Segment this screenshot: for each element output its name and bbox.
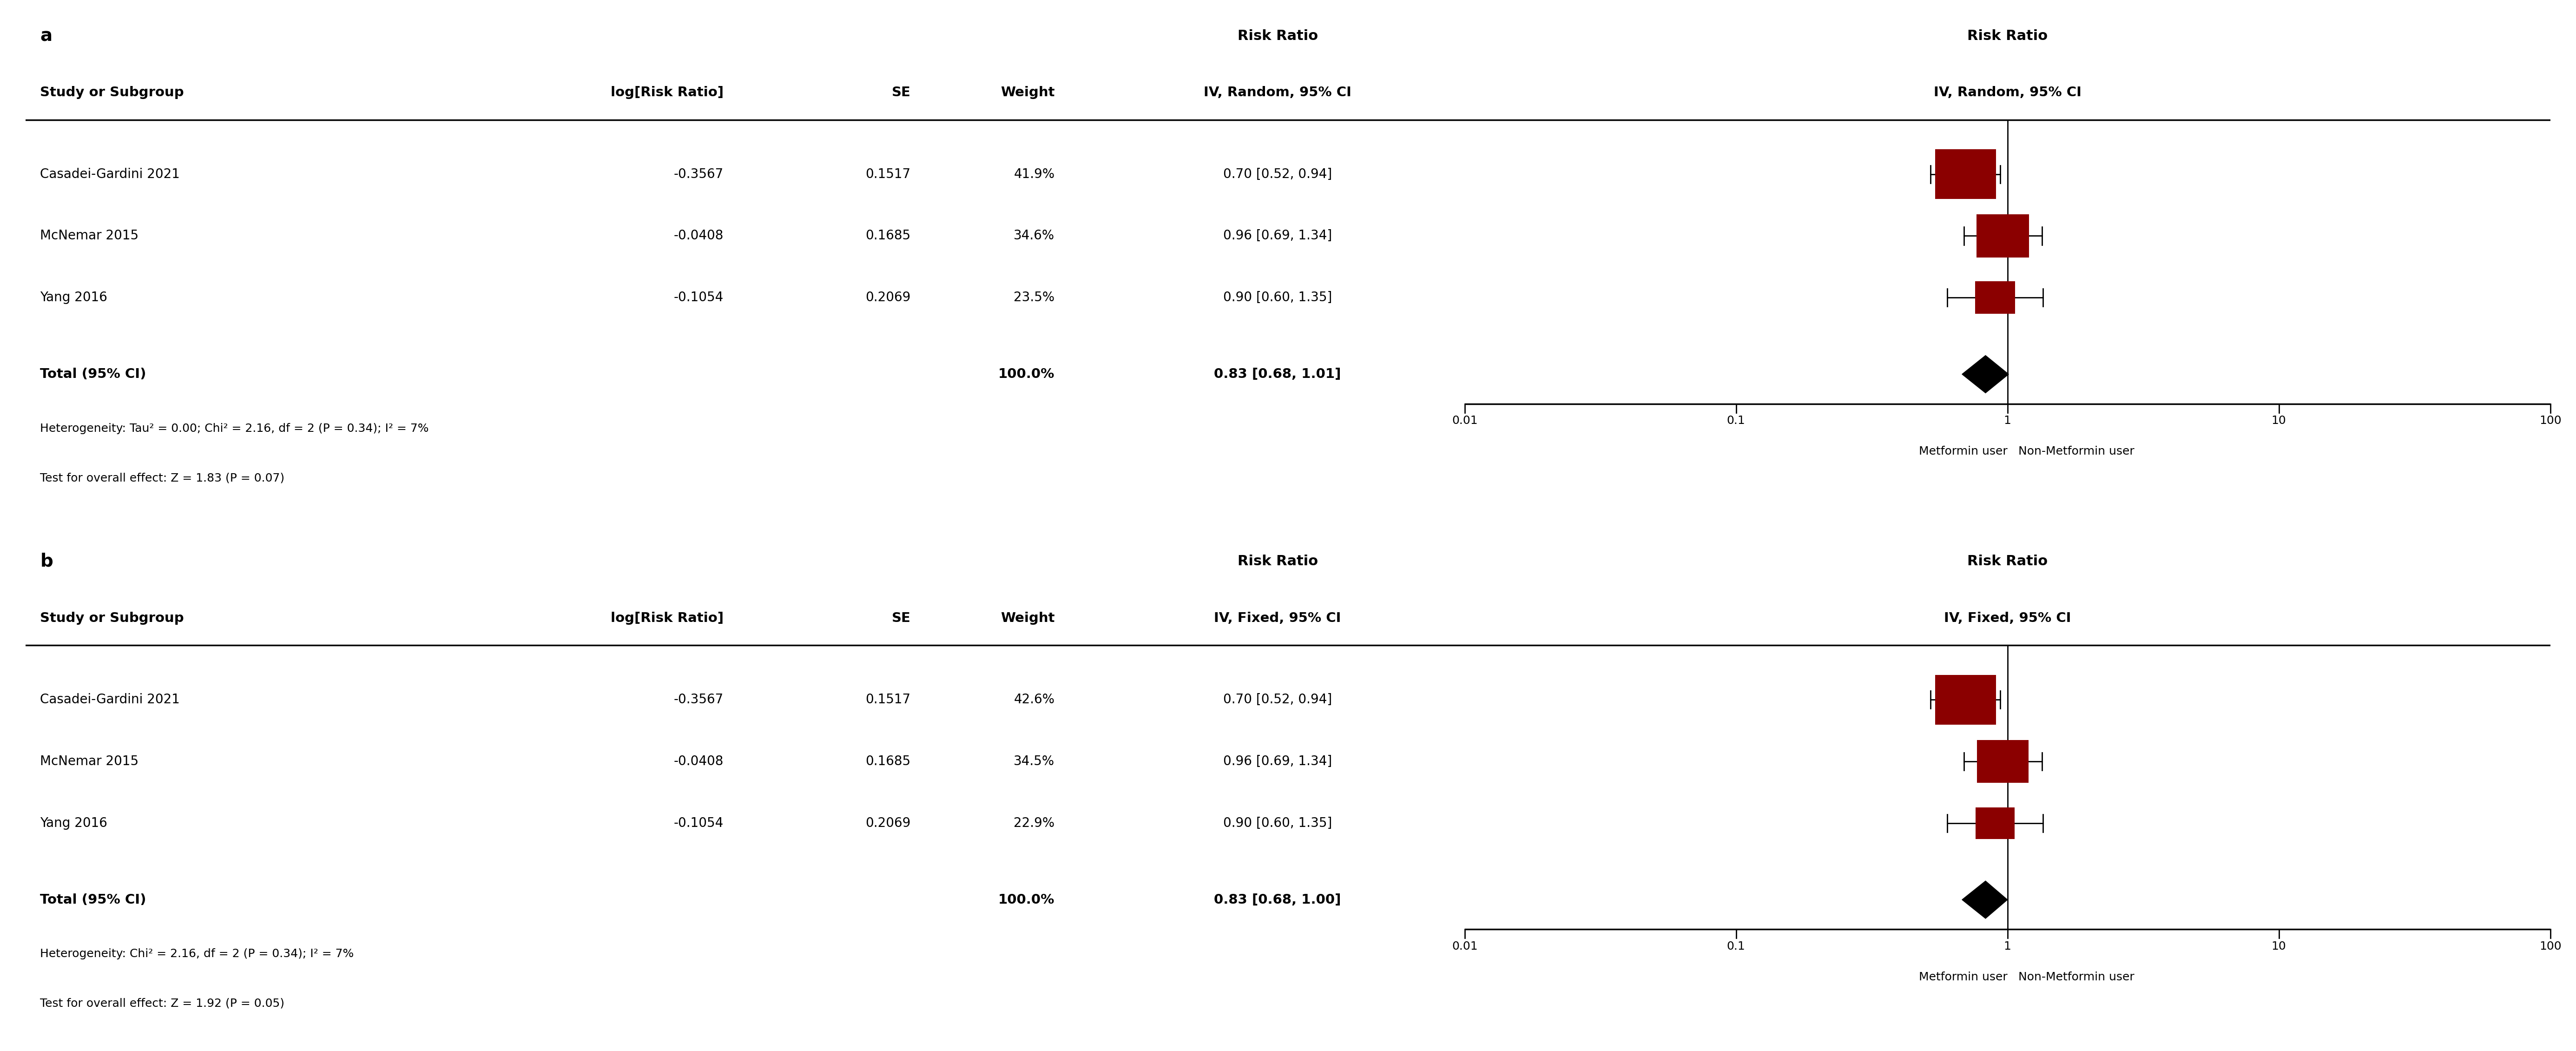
Text: 0.1: 0.1 — [1726, 941, 1747, 952]
Text: 22.9%: 22.9% — [1015, 817, 1054, 829]
Text: -0.0408: -0.0408 — [675, 229, 724, 243]
Text: Risk Ratio: Risk Ratio — [1236, 29, 1319, 43]
Text: 41.9%: 41.9% — [1015, 168, 1054, 181]
Text: Test for overall effect: Z = 1.83 (P = 0.07): Test for overall effect: Z = 1.83 (P = 0… — [41, 472, 286, 483]
Polygon shape — [1963, 881, 2007, 919]
Text: Risk Ratio: Risk Ratio — [1968, 29, 2048, 43]
Text: Casadei-Gardini 2021: Casadei-Gardini 2021 — [41, 694, 180, 706]
Text: 1: 1 — [2004, 415, 2012, 427]
Text: 0.1517: 0.1517 — [866, 694, 912, 706]
Text: 100: 100 — [2540, 415, 2561, 427]
Text: Risk Ratio: Risk Ratio — [1968, 555, 2048, 569]
Polygon shape — [1963, 355, 2009, 393]
Text: b: b — [41, 553, 54, 571]
Text: Risk Ratio: Risk Ratio — [1236, 555, 1319, 569]
Text: 0.90 [0.60, 1.35]: 0.90 [0.60, 1.35] — [1224, 817, 1332, 829]
Text: Metformin user: Metformin user — [1919, 971, 2007, 983]
Text: 0.1: 0.1 — [1726, 415, 1747, 427]
Text: 10: 10 — [2272, 415, 2287, 427]
Text: Study or Subgroup: Study or Subgroup — [41, 612, 183, 624]
Text: -0.1054: -0.1054 — [675, 291, 724, 304]
Text: Weight: Weight — [999, 86, 1054, 99]
Text: log[Risk Ratio]: log[Risk Ratio] — [611, 86, 724, 99]
Text: 0.01: 0.01 — [1453, 941, 1479, 952]
Text: Total (95% CI): Total (95% CI) — [41, 368, 147, 380]
FancyBboxPatch shape — [1935, 675, 1996, 724]
Text: Weight: Weight — [999, 612, 1054, 624]
Text: 0.83 [0.68, 1.00]: 0.83 [0.68, 1.00] — [1213, 893, 1342, 906]
Text: 34.5%: 34.5% — [1015, 755, 1054, 768]
Text: 0.96 [0.69, 1.34]: 0.96 [0.69, 1.34] — [1224, 229, 1332, 243]
Text: 100: 100 — [2540, 941, 2561, 952]
Text: a: a — [41, 27, 52, 45]
Text: 23.5%: 23.5% — [1015, 291, 1054, 304]
Text: 0.83 [0.68, 1.01]: 0.83 [0.68, 1.01] — [1213, 368, 1342, 380]
Text: -0.3567: -0.3567 — [675, 694, 724, 706]
FancyBboxPatch shape — [1935, 149, 1996, 199]
Text: Non-Metformin user: Non-Metformin user — [2020, 971, 2136, 983]
Text: 0.2069: 0.2069 — [866, 817, 912, 829]
Text: 34.6%: 34.6% — [1015, 229, 1054, 243]
FancyBboxPatch shape — [1976, 807, 2014, 839]
Text: McNemar 2015: McNemar 2015 — [41, 755, 139, 768]
Text: SE: SE — [891, 612, 912, 624]
Text: Total (95% CI): Total (95% CI) — [41, 893, 147, 906]
Text: Yang 2016: Yang 2016 — [41, 291, 108, 304]
Text: 100.0%: 100.0% — [999, 368, 1054, 380]
Text: 100.0%: 100.0% — [999, 893, 1054, 906]
Text: Heterogeneity: Tau² = 0.00; Chi² = 2.16, df = 2 (P = 0.34); I² = 7%: Heterogeneity: Tau² = 0.00; Chi² = 2.16,… — [41, 423, 428, 434]
Text: 1: 1 — [2004, 941, 2012, 952]
Text: -0.0408: -0.0408 — [675, 755, 724, 768]
Text: IV, Random, 95% CI: IV, Random, 95% CI — [1935, 86, 2081, 99]
FancyBboxPatch shape — [1976, 214, 2030, 257]
Text: SE: SE — [891, 86, 912, 99]
Text: 42.6%: 42.6% — [1015, 694, 1054, 706]
FancyBboxPatch shape — [1976, 740, 2027, 783]
Text: 0.1685: 0.1685 — [866, 229, 912, 243]
Text: 0.1685: 0.1685 — [866, 755, 912, 768]
Text: Heterogeneity: Chi² = 2.16, df = 2 (P = 0.34); I² = 7%: Heterogeneity: Chi² = 2.16, df = 2 (P = … — [41, 948, 353, 960]
Text: Yang 2016: Yang 2016 — [41, 817, 108, 829]
FancyBboxPatch shape — [1976, 282, 2014, 314]
Text: 0.70 [0.52, 0.94]: 0.70 [0.52, 0.94] — [1224, 694, 1332, 706]
Text: Metformin user: Metformin user — [1919, 446, 2007, 457]
Text: log[Risk Ratio]: log[Risk Ratio] — [611, 612, 724, 624]
Text: 0.70 [0.52, 0.94]: 0.70 [0.52, 0.94] — [1224, 168, 1332, 181]
Text: 0.90 [0.60, 1.35]: 0.90 [0.60, 1.35] — [1224, 291, 1332, 304]
Text: Casadei-Gardini 2021: Casadei-Gardini 2021 — [41, 168, 180, 181]
Text: Non-Metformin user: Non-Metformin user — [2020, 446, 2136, 457]
Text: 0.96 [0.69, 1.34]: 0.96 [0.69, 1.34] — [1224, 755, 1332, 768]
Text: 0.1517: 0.1517 — [866, 168, 912, 181]
Text: Study or Subgroup: Study or Subgroup — [41, 86, 183, 99]
Text: -0.1054: -0.1054 — [675, 817, 724, 829]
Text: 0.01: 0.01 — [1453, 415, 1479, 427]
Text: IV, Fixed, 95% CI: IV, Fixed, 95% CI — [1213, 612, 1342, 624]
Text: Test for overall effect: Z = 1.92 (P = 0.05): Test for overall effect: Z = 1.92 (P = 0… — [41, 997, 283, 1009]
Text: IV, Fixed, 95% CI: IV, Fixed, 95% CI — [1945, 612, 2071, 624]
Text: IV, Random, 95% CI: IV, Random, 95% CI — [1203, 86, 1352, 99]
Text: McNemar 2015: McNemar 2015 — [41, 229, 139, 243]
Text: 10: 10 — [2272, 941, 2287, 952]
Text: 0.2069: 0.2069 — [866, 291, 912, 304]
Text: -0.3567: -0.3567 — [675, 168, 724, 181]
